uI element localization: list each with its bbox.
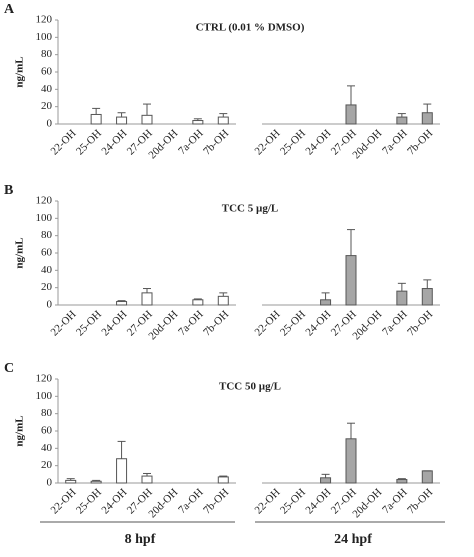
y-tick-label: 60 xyxy=(41,425,53,437)
x-tick-label: 24-OH xyxy=(303,127,333,157)
bar xyxy=(345,104,357,125)
y-tick-label: 20 xyxy=(41,281,53,293)
x-tick-label: 7a-OH xyxy=(380,127,410,157)
bar xyxy=(116,458,128,484)
x-tick-label: 24-OH xyxy=(303,308,333,338)
chart-title: TCC 5 µg/L xyxy=(222,203,278,215)
bar xyxy=(421,470,433,484)
panel-letter: C xyxy=(4,361,14,376)
group-label: 8 hpf xyxy=(125,532,156,547)
x-tick-label: 7a-OH xyxy=(176,308,206,338)
bar xyxy=(217,116,229,125)
chart-title: TCC 50 µg/L xyxy=(219,381,281,393)
x-tick-label: 25-OH xyxy=(278,486,308,516)
x-tick-label: 7a-OH xyxy=(380,486,410,516)
y-tick-label: 40 xyxy=(41,83,53,95)
x-tick-label: 25-OH xyxy=(74,486,104,516)
y-tick-label: 100 xyxy=(36,212,53,224)
bar xyxy=(320,299,332,306)
x-tick-label: 7a-OH xyxy=(176,127,206,157)
y-axis-label: ng/mL xyxy=(14,415,26,446)
x-tick-label: 25-OH xyxy=(278,127,308,157)
x-tick-label: 25-OH xyxy=(74,127,104,157)
x-tick-label: 24-OH xyxy=(99,308,129,338)
bar xyxy=(141,475,153,484)
y-tick-label: 20 xyxy=(41,100,53,112)
bar xyxy=(217,476,229,484)
x-tick-label: 24-OH xyxy=(303,486,333,516)
bar xyxy=(65,479,77,484)
bar xyxy=(90,113,102,125)
x-tick-label: 24-OH xyxy=(99,127,129,157)
bar xyxy=(141,114,153,125)
x-tick-label: 22-OH xyxy=(253,127,283,157)
x-tick-label: 24-OH xyxy=(99,486,129,516)
panel-letter: B xyxy=(4,183,13,198)
y-axis-label: ng/mL xyxy=(14,56,26,87)
y-tick-label: 80 xyxy=(41,407,53,419)
chart-title: CTRL (0.01 % DMSO) xyxy=(196,22,305,34)
y-tick-label: 60 xyxy=(41,66,53,78)
x-tick-label: 7b-OH xyxy=(201,127,231,157)
bar xyxy=(192,120,204,125)
y-tick-label: 40 xyxy=(41,442,53,454)
x-tick-label: 22-OH xyxy=(49,486,79,516)
y-tick-label: 120 xyxy=(36,373,53,385)
bar xyxy=(345,255,357,306)
x-tick-label: 25-OH xyxy=(278,308,308,338)
y-tick-label: 80 xyxy=(41,229,53,241)
bar xyxy=(217,295,229,306)
y-tick-label: 120 xyxy=(36,14,53,26)
bar xyxy=(116,116,128,125)
y-tick-label: 0 xyxy=(47,477,53,489)
bar xyxy=(396,116,408,125)
x-tick-label: 7b-OH xyxy=(405,486,435,516)
panel-letter: A xyxy=(4,2,15,17)
bar xyxy=(396,479,408,484)
x-tick-label: 22-OH xyxy=(49,308,79,338)
y-tick-label: 40 xyxy=(41,264,53,276)
x-tick-label: 7a-OH xyxy=(380,308,410,338)
y-tick-label: 100 xyxy=(36,390,53,402)
bar xyxy=(320,477,332,484)
y-tick-label: 20 xyxy=(41,459,53,471)
bar xyxy=(345,438,357,484)
group-label: 24 hpf xyxy=(334,532,372,547)
x-tick-label: 7b-OH xyxy=(405,308,435,338)
y-tick-label: 80 xyxy=(41,48,53,60)
bar xyxy=(141,292,153,306)
y-tick-label: 120 xyxy=(36,195,53,207)
x-tick-label: 25-OH xyxy=(74,308,104,338)
x-tick-label: 22-OH xyxy=(49,127,79,157)
y-axis-label: ng/mL xyxy=(14,237,26,268)
x-tick-label: 7b-OH xyxy=(405,127,435,157)
x-tick-label: 7b-OH xyxy=(201,486,231,516)
bar xyxy=(192,299,204,306)
x-tick-label: 7a-OH xyxy=(176,486,206,516)
y-tick-label: 100 xyxy=(36,31,53,43)
bar xyxy=(116,301,128,306)
bar xyxy=(90,480,102,484)
x-tick-label: 7b-OH xyxy=(201,308,231,338)
y-tick-label: 0 xyxy=(47,299,53,311)
bar xyxy=(421,112,433,125)
x-tick-label: 22-OH xyxy=(253,308,283,338)
bar xyxy=(421,288,433,306)
bar xyxy=(396,290,408,306)
x-tick-label: 22-OH xyxy=(253,486,283,516)
y-tick-label: 60 xyxy=(41,247,53,259)
y-tick-label: 0 xyxy=(47,118,53,130)
